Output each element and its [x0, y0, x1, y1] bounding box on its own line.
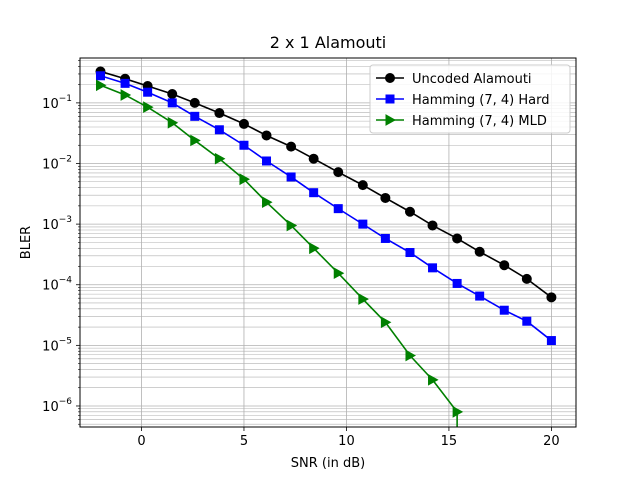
legend-entry: Hamming (7, 4) Hard — [376, 93, 550, 108]
chart-title: 2 x 1 Alamouti — [270, 33, 387, 52]
data-point — [262, 156, 272, 166]
legend-marker — [385, 73, 395, 83]
data-point — [452, 406, 464, 418]
data-point — [333, 267, 345, 280]
series-1 — [95, 71, 556, 346]
x-tick-label: 0 — [137, 434, 145, 449]
data-point — [189, 97, 200, 108]
data-point — [546, 336, 556, 346]
data-point — [428, 373, 439, 386]
x-tick-label: 20 — [543, 434, 560, 449]
y-tick-exponent: −1 — [59, 94, 72, 104]
legend-box — [369, 64, 571, 134]
legend-entry: Uncoded Alamouti — [376, 72, 532, 87]
data-point — [286, 141, 297, 152]
series-0 — [95, 66, 557, 303]
data-point — [452, 278, 462, 288]
series-group — [95, 66, 557, 427]
legend-label: Hamming (7, 4) Hard — [412, 93, 550, 108]
y-tick-label: 10−3 — [42, 215, 72, 233]
y-tick-exponent: −4 — [59, 276, 73, 286]
data-point — [404, 206, 415, 217]
data-point — [120, 78, 130, 88]
data-point — [167, 116, 179, 129]
legend: Uncoded Alamouti Hamming (7, 4) Hard Hammi… — [369, 64, 571, 134]
legend-marker — [385, 114, 397, 126]
data-point — [358, 219, 368, 229]
x-tick-label: 10 — [338, 434, 355, 449]
y-tick-exponent: −6 — [59, 397, 73, 407]
data-point — [167, 89, 178, 100]
data-point — [214, 108, 225, 119]
grid — [80, 58, 576, 427]
data-point — [214, 152, 226, 165]
y-tick-exponent: −3 — [59, 215, 72, 225]
data-point — [190, 111, 200, 121]
y-tick-label: 10−6 — [42, 397, 72, 415]
data-point — [358, 293, 369, 305]
data-point — [261, 130, 272, 141]
data-point — [286, 219, 298, 232]
data-point — [309, 242, 320, 255]
y-tick-label: 10−5 — [42, 336, 72, 354]
data-point — [427, 220, 438, 231]
y-tick-base: 10 — [42, 400, 59, 415]
y-axis-label: BLER — [19, 226, 34, 259]
data-point — [333, 204, 343, 214]
data-point — [499, 260, 510, 271]
data-point — [546, 292, 557, 303]
legend-marker — [385, 94, 395, 104]
data-point — [380, 192, 391, 203]
x-tick-label: 5 — [240, 434, 248, 449]
data-point — [522, 316, 532, 326]
data-point — [190, 134, 201, 147]
data-point — [428, 263, 438, 273]
data-point — [309, 188, 319, 198]
data-point — [239, 140, 249, 150]
series-2 — [95, 79, 464, 427]
data-point — [405, 349, 417, 362]
y-tick-base: 10 — [42, 339, 59, 354]
y-tick-base: 10 — [42, 279, 59, 294]
data-point — [357, 180, 368, 191]
data-point — [452, 233, 463, 244]
data-point — [475, 291, 485, 301]
data-point — [286, 172, 296, 182]
y-tick-base: 10 — [42, 157, 59, 172]
data-point — [308, 153, 319, 164]
data-point — [262, 196, 273, 209]
data-point — [333, 167, 344, 178]
data-point — [120, 89, 132, 101]
data-point — [95, 71, 105, 81]
y-tick-label: 10−4 — [42, 276, 72, 294]
legend-label: Hamming (7, 4) MLD — [412, 114, 547, 129]
x-axis-label: SNR (in dB) — [291, 456, 365, 471]
legend-label: Uncoded Alamouti — [412, 72, 532, 87]
y-tick-base: 10 — [42, 97, 59, 112]
data-point — [214, 125, 224, 135]
y-tick-exponent: −2 — [59, 154, 72, 164]
data-point — [167, 98, 177, 108]
data-point — [238, 118, 249, 129]
data-point — [499, 305, 509, 315]
x-tick-label: 15 — [441, 434, 458, 449]
data-point — [143, 101, 154, 114]
data-point — [380, 316, 392, 329]
legend-entry: Hamming (7, 4) MLD — [376, 114, 547, 129]
y-tick-label: 10−2 — [42, 154, 72, 172]
data-point — [95, 79, 107, 92]
data-point — [143, 87, 153, 97]
data-point — [380, 233, 390, 243]
data-point — [239, 173, 250, 186]
data-point — [521, 273, 532, 284]
data-point — [405, 248, 415, 258]
y-tick-exponent: −5 — [59, 336, 72, 346]
y-tick-label: 10−1 — [42, 94, 72, 112]
y-tick-base: 10 — [42, 218, 59, 233]
data-point — [474, 246, 485, 257]
